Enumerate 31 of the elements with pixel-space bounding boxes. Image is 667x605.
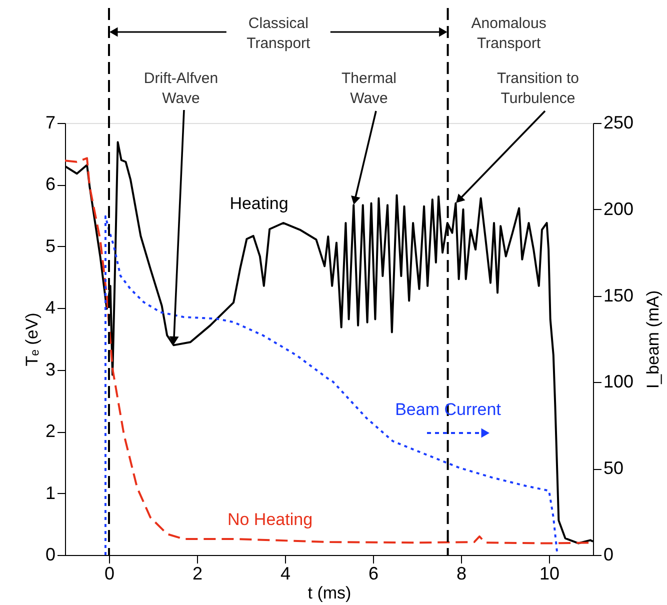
y-axis-title: Tₑ (eV)	[22, 312, 42, 366]
y2-tick-label: 200	[604, 198, 634, 219]
y2-tick-label: 50	[604, 458, 624, 478]
y-tick-label: 2	[45, 421, 56, 442]
y2-tick-label: 100	[604, 372, 634, 392]
y-tick-label: 4	[45, 298, 56, 318]
y2-tick-label: 250	[604, 112, 634, 132]
annotation: Thermal Wave	[341, 70, 397, 107]
annotation: Transition to Turbulence	[497, 70, 579, 107]
x-axis-title: t (ms)	[308, 584, 352, 602]
x-tick-label: 0	[104, 564, 115, 584]
series-label: Heating	[230, 194, 288, 213]
annotation: Drift-Alfven Wave	[144, 70, 218, 107]
text: Anomalous Transport	[471, 15, 546, 52]
series-label: No Heating	[227, 510, 313, 529]
y-tick-label: 3	[45, 359, 56, 380]
y2-axis-title: I_beam (mA)	[644, 290, 662, 389]
x-tick-label: 2	[192, 564, 203, 584]
y-tick-label: 6	[45, 174, 56, 194]
y2-tick-label: 150	[604, 285, 634, 306]
y2-tick-label: 0	[604, 544, 614, 564]
x-tick-label: 8	[456, 564, 467, 584]
x-tick-label: 6	[368, 564, 379, 584]
y-tick-label: 0	[45, 544, 56, 564]
x-tick-label: 10	[539, 564, 560, 584]
line-series	[104, 215, 558, 555]
y-tick-label: 1	[45, 482, 56, 503]
y-tick-label: 5	[45, 236, 56, 256]
y-tick-label: 7	[45, 112, 56, 132]
x-tick-label: 4	[280, 564, 291, 584]
text: Classical Transport	[246, 15, 312, 52]
